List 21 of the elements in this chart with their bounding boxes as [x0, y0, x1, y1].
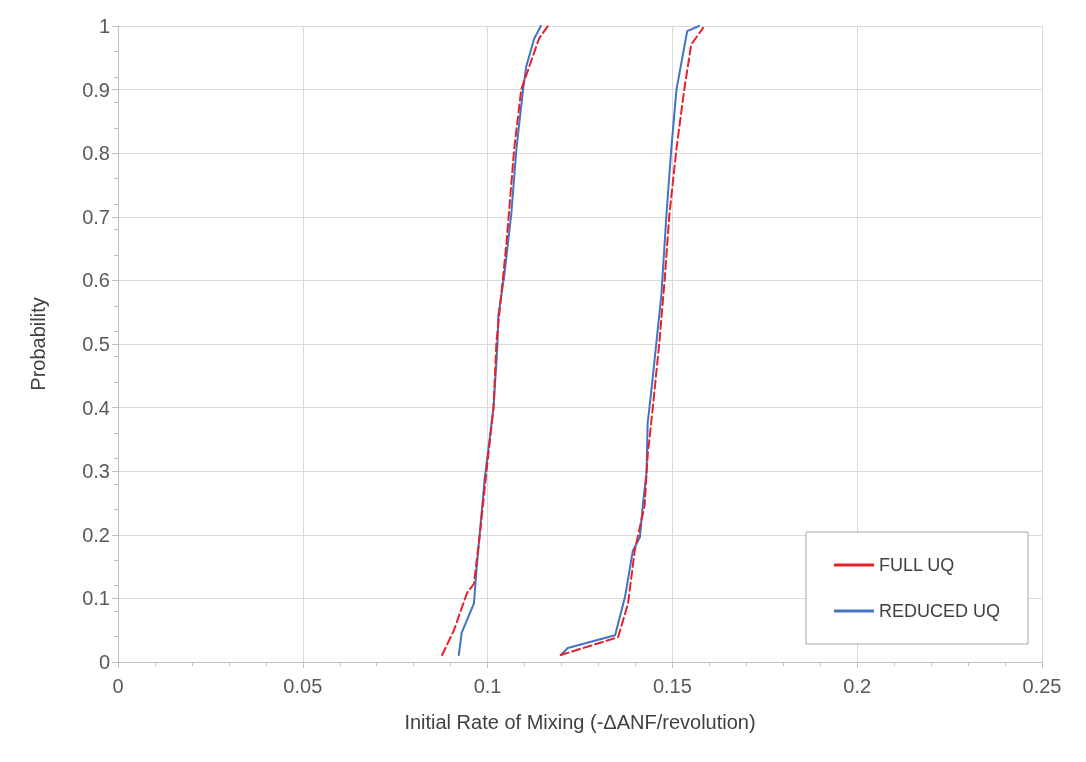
- y-axis-title: Probability: [27, 297, 49, 391]
- x-tick-label: 0.25: [1022, 675, 1062, 697]
- x-tick-label: 0: [112, 675, 124, 697]
- x-tick-label: 0.15: [652, 675, 692, 697]
- y-tick-label: 0.9: [82, 78, 110, 101]
- x-tick-label: 0.05: [283, 675, 323, 697]
- y-tick-label: 0.5: [82, 333, 110, 355]
- x-tick-label: 0.1: [473, 675, 502, 697]
- x-tick-label: 0.2: [843, 675, 872, 697]
- legend-label: FULL UQ: [878, 555, 955, 575]
- y-tick-label: 1: [98, 15, 110, 37]
- legend-label: REDUCED UQ: [878, 601, 1001, 621]
- x-axis-title: Initial Rate of Mixing (-ΔANF/revolution): [404, 711, 756, 733]
- y-tick-label: 0.6: [82, 269, 110, 292]
- y-tick-label: 0.4: [82, 396, 110, 419]
- y-tick-label: 0.8: [82, 142, 110, 165]
- y-tick-label: 0: [98, 651, 110, 673]
- y-tick-label: 0.2: [82, 523, 110, 546]
- y-tick-label: 0.7: [82, 205, 110, 228]
- y-tick-label: 0.1: [82, 587, 110, 610]
- y-tick-label: 0.3: [82, 460, 110, 483]
